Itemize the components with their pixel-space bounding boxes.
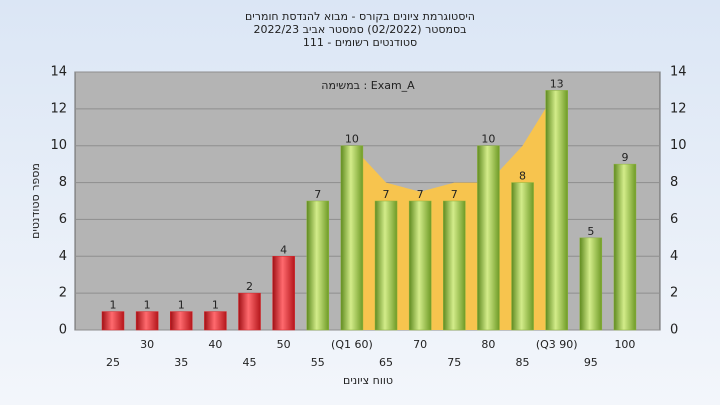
x-tick-label: 50 <box>277 338 291 351</box>
bar <box>170 311 193 331</box>
data-label: 1 <box>178 299 185 312</box>
y2-tick-label: 0 <box>670 323 678 338</box>
y-tick-label: 10 <box>50 138 67 153</box>
data-label: 10 <box>345 133 359 146</box>
bar <box>272 256 295 331</box>
y-tick-label: 2 <box>59 286 67 301</box>
bar <box>443 200 466 331</box>
y-tick-label: 0 <box>59 323 67 338</box>
y2-tick-label: 4 <box>670 249 678 264</box>
data-label: 7 <box>451 188 458 201</box>
data-label: 7 <box>417 188 424 201</box>
x-tick-label: (Q1 60) <box>331 338 373 351</box>
y2-tick-label: 10 <box>670 138 687 153</box>
x-tick-label: (Q3 90) <box>536 338 578 351</box>
x-tick-label: 95 <box>584 356 598 369</box>
x-tick-label: 80 <box>481 338 495 351</box>
data-label: 8 <box>519 170 526 183</box>
data-label: 2 <box>246 280 253 293</box>
x-tick-label: 70 <box>413 338 427 351</box>
data-label: 4 <box>280 243 287 256</box>
y2-tick-label: 12 <box>670 101 687 116</box>
y-tick-label: 12 <box>50 101 67 116</box>
x-tick-label: 45 <box>243 356 257 369</box>
x-tick-label: 65 <box>379 356 393 369</box>
y-tick-label: 8 <box>59 175 67 190</box>
y2-tick-label: 14 <box>670 65 687 80</box>
y2-tick-label: 8 <box>670 175 678 190</box>
bar <box>477 145 500 331</box>
bar <box>613 163 637 331</box>
data-label: 13 <box>550 77 564 90</box>
title-line: סטודנטים רשומים - 111 <box>303 36 417 49</box>
bar <box>545 90 568 331</box>
data-label: 7 <box>314 188 321 201</box>
bar <box>135 311 159 331</box>
y2-tick-label: 2 <box>670 286 678 301</box>
y-tick-label: 14 <box>50 65 67 80</box>
x-tick-label: 55 <box>311 356 325 369</box>
y-axis-label: מספר סטודנטים <box>29 163 42 239</box>
title-line: בסמסטר (02/2022) סמסטר אביב 2022/23 <box>253 23 466 36</box>
x-tick-label: 40 <box>208 338 222 351</box>
x-tick-label: 25 <box>106 356 120 369</box>
annotation: במשימה : Exam_A <box>321 79 415 92</box>
x-axis-label: טווח ציונים <box>343 374 393 387</box>
title-line: היסטוגרמת ציונים בקורס - מבוא להנדסת חומ… <box>245 10 475 23</box>
x-tick-label: 100 <box>614 338 635 351</box>
y2-tick-label: 6 <box>670 212 678 227</box>
data-label: 5 <box>587 225 594 238</box>
x-tick-label: 35 <box>174 356 188 369</box>
bar <box>511 182 534 331</box>
data-label: 10 <box>481 133 495 146</box>
bar <box>204 311 227 331</box>
data-label: 9 <box>621 151 628 164</box>
y-tick-label: 6 <box>59 212 67 227</box>
x-tick-label: 30 <box>140 338 154 351</box>
bar <box>579 237 603 331</box>
bar <box>374 200 398 331</box>
bar <box>306 200 330 331</box>
bar <box>101 311 125 331</box>
x-tick-label: 85 <box>516 356 530 369</box>
data-label: 1 <box>144 299 151 312</box>
x-tick-label: 75 <box>447 356 461 369</box>
data-label: 1 <box>212 299 219 312</box>
bar <box>408 200 432 331</box>
bar <box>340 145 364 331</box>
data-label: 7 <box>383 188 390 201</box>
data-label: 1 <box>110 299 117 312</box>
bar <box>238 292 261 331</box>
y-tick-label: 4 <box>59 249 67 264</box>
